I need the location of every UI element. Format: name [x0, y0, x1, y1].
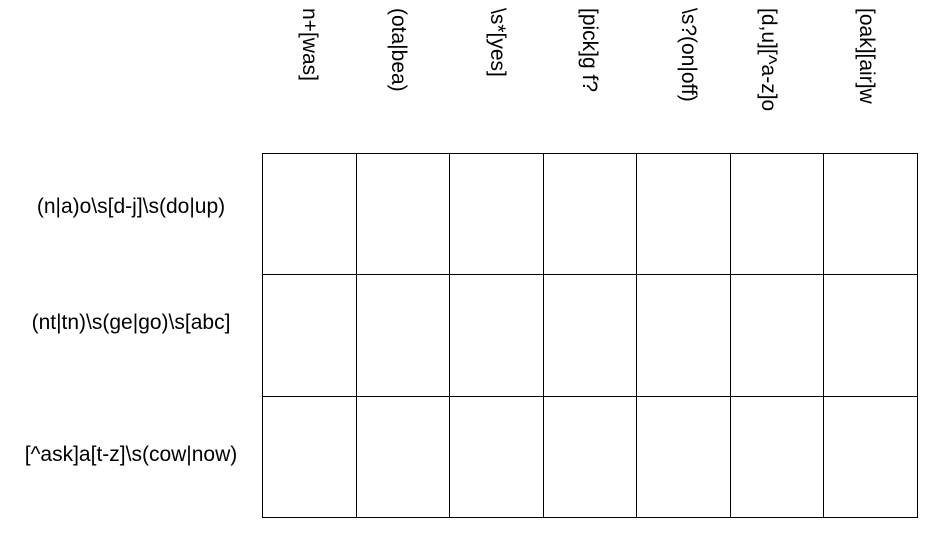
- column-header-label: [d,u][^a-z]o: [757, 8, 780, 112]
- column-header-label: (ota|bea): [387, 8, 410, 92]
- row-header: [^ask]a[t-z]\s(cow|now): [24, 443, 238, 466]
- column-header-label: [pick]g f?: [578, 8, 601, 93]
- grid-cell[interactable]: [263, 275, 357, 397]
- grid-cell[interactable]: [824, 275, 918, 397]
- grid-cell[interactable]: [543, 154, 638, 276]
- grid-cell[interactable]: [824, 396, 918, 518]
- column-header: \s*[yes]: [483, 8, 511, 144]
- column-header-label: n+[was]: [298, 8, 321, 81]
- grid-cell[interactable]: [450, 396, 544, 518]
- grid-cell[interactable]: [543, 396, 638, 518]
- grid-cell[interactable]: [356, 396, 451, 518]
- grid-cell[interactable]: [637, 275, 731, 397]
- column-header: [oak][air]w: [852, 8, 880, 144]
- column-header: (ota|bea): [384, 8, 412, 144]
- column-header-label: \s*[yes]: [486, 8, 509, 77]
- column-header-label: [oak][air]w: [855, 8, 878, 104]
- row-header: (nt|tn)\s(ge|go)\s[abc]: [31, 311, 231, 334]
- grid-cell[interactable]: [824, 154, 918, 276]
- column-header: n+[was]: [295, 8, 323, 144]
- grid-cell[interactable]: [450, 275, 544, 397]
- grid-cell[interactable]: [356, 154, 451, 276]
- column-header-label: \s?(on|off): [677, 8, 700, 102]
- row-header: (n|a)o\s[d-j]\s(do|up): [36, 195, 226, 218]
- answer-grid: [262, 153, 918, 518]
- grid-cell[interactable]: [730, 275, 825, 397]
- grid-cell[interactable]: [356, 275, 451, 397]
- column-header: [pick]g f?: [575, 8, 603, 144]
- grid-cell[interactable]: [637, 396, 731, 518]
- grid-cell[interactable]: [730, 396, 825, 518]
- column-header: \s?(on|off): [674, 8, 702, 144]
- column-header: [d,u][^a-z]o: [754, 8, 782, 144]
- grid-cell[interactable]: [263, 396, 357, 518]
- grid-cell[interactable]: [543, 275, 638, 397]
- grid-cell[interactable]: [730, 154, 825, 276]
- grid-cell[interactable]: [450, 154, 544, 276]
- grid-cell[interactable]: [263, 154, 357, 276]
- grid-cell[interactable]: [637, 154, 731, 276]
